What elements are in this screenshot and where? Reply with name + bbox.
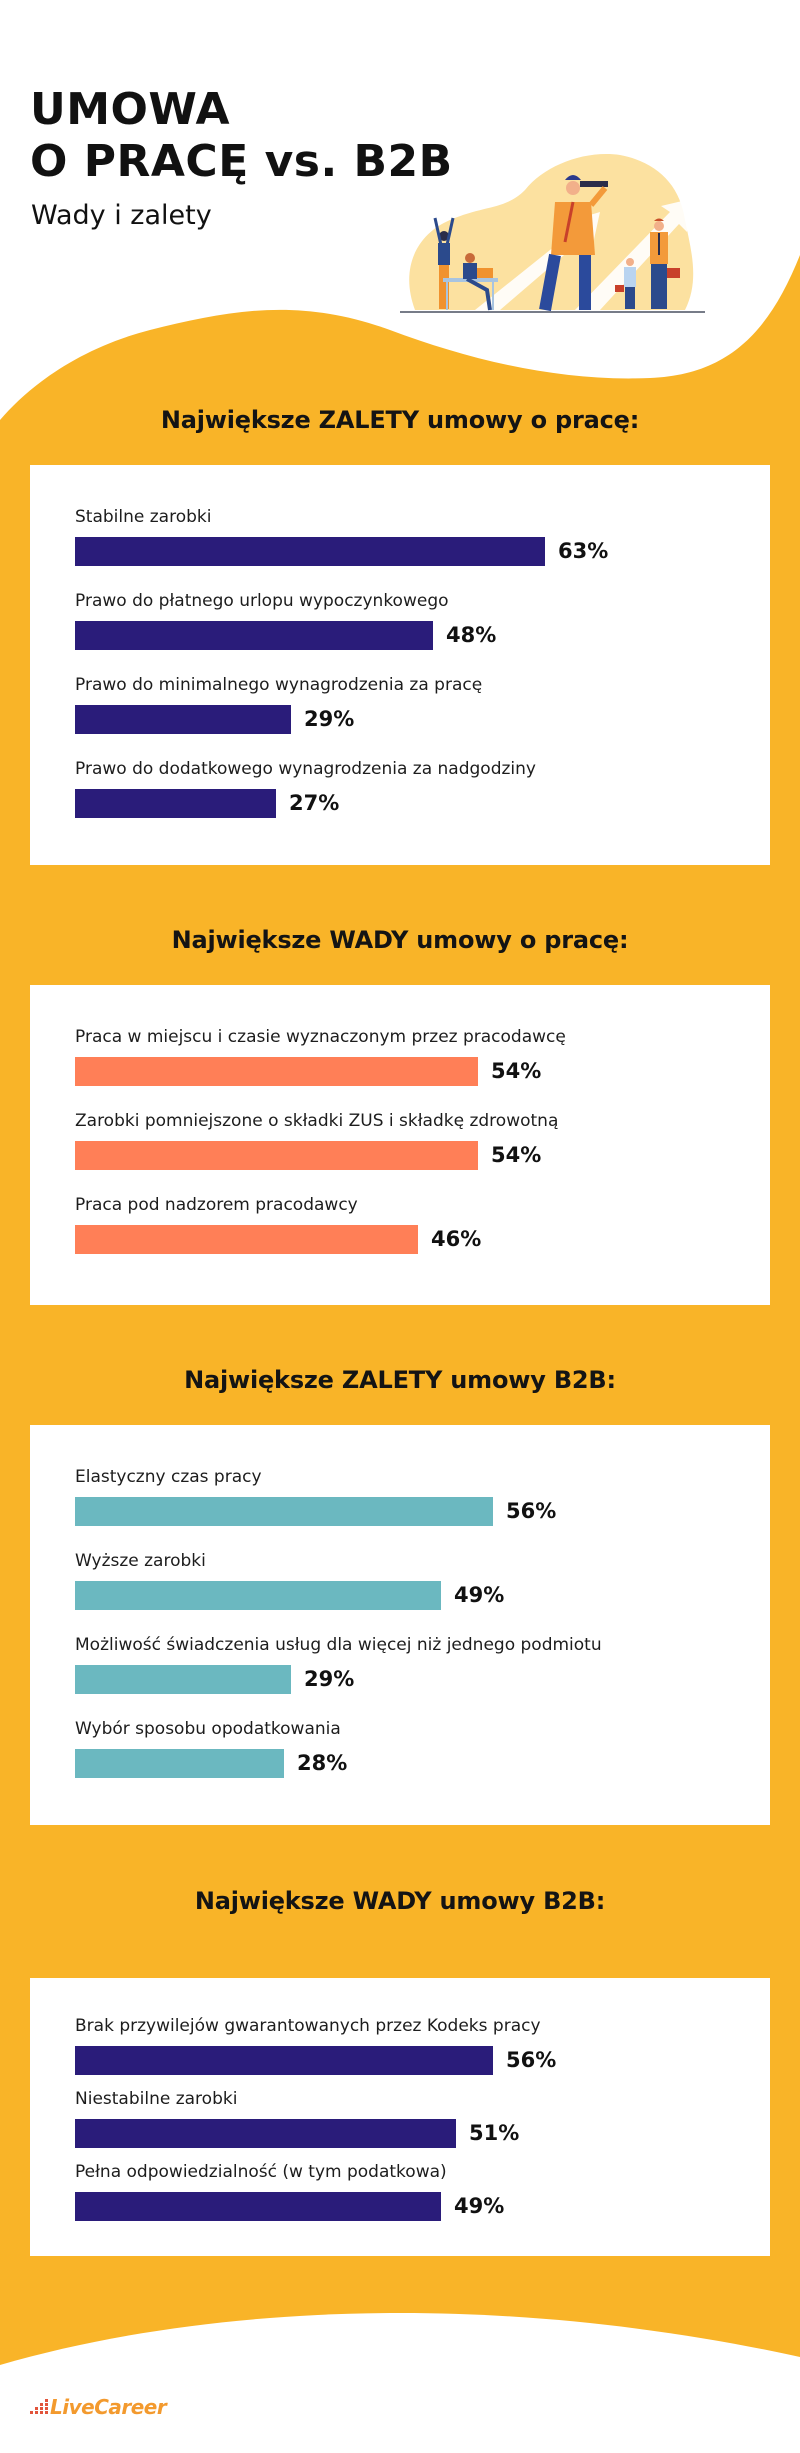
man-with-briefcase-figure [650, 218, 680, 309]
bar [75, 621, 433, 650]
bar-value: 29% [304, 1667, 355, 1691]
bar-value: 56% [506, 2048, 557, 2072]
bar-value: 49% [454, 2194, 505, 2218]
chart-card-uop-disadvantages: Praca w miejscu i czasie wyznaczonym prz… [30, 985, 770, 1305]
bar-value: 63% [558, 539, 609, 563]
bar [75, 2119, 456, 2148]
bar-row: Praca w miejscu i czasie wyznaczonym prz… [75, 1027, 755, 1097]
team-telescope-illustration [400, 154, 705, 313]
bar-label: Prawo do płatnego urlopu wypoczynkowego [75, 591, 449, 611]
bar-label: Wyższe zarobki [75, 1551, 206, 1571]
bar-label: Brak przywilejów gwarantowanych przez Ko… [75, 2016, 541, 2036]
bar-row: Wyższe zarobki 49% [75, 1551, 755, 1621]
livecareer-logo: LiveCareer [30, 2395, 167, 2419]
section-heading-b2b-disadvantages: Największe WADY umowy B2B: [194, 1887, 606, 1915]
bar-row: Prawo do dodatkowego wynagrodzenia za na… [75, 759, 755, 829]
title-line-2: O PRACĘ vs. B2B [30, 136, 453, 187]
bar [75, 1141, 478, 1170]
title-line-1: UMOWA [30, 84, 231, 135]
woman-at-desk-figure [443, 253, 498, 311]
bar-label: Stabilne zarobki [75, 507, 212, 527]
bar [75, 537, 545, 566]
section-heading-uop-advantages: Największe ZALETY umowy o pracę: [160, 406, 640, 434]
bar [75, 1057, 478, 1086]
bar-row: Możliwość świadczenia usług dla więcej n… [75, 1635, 755, 1705]
bar-label: Możliwość świadczenia usług dla więcej n… [75, 1635, 602, 1655]
bar [75, 2192, 441, 2221]
bar [75, 2046, 493, 2075]
bar-row: Wybór sposobu opodatkowania 28% [75, 1719, 755, 1789]
bar-row: Niestabilne zarobki 51% [75, 2089, 755, 2159]
section-heading-uop-disadvantages: Największe WADY umowy o pracę: [171, 926, 629, 954]
bar [75, 1497, 493, 1526]
logo-text: LiveCareer [50, 2395, 167, 2419]
bar-value: 54% [491, 1059, 542, 1083]
bar-row: Brak przywilejów gwarantowanych przez Ko… [75, 2016, 755, 2086]
bar [75, 1749, 284, 1778]
bar-row: Prawo do minimalnego wynagrodzenia za pr… [75, 675, 755, 745]
bar-label: Elastyczny czas pracy [75, 1467, 262, 1487]
bar-value: 49% [454, 1583, 505, 1607]
bar-row: Elastyczny czas pracy 56% [75, 1467, 755, 1537]
bar-row: Pełna odpowiedzialność (w tym podatkowa)… [75, 2162, 755, 2232]
page-subtitle: Wady i zalety [31, 200, 212, 231]
bar-value: 27% [289, 791, 340, 815]
bar-label: Prawo do dodatkowego wynagrodzenia za na… [75, 759, 536, 779]
logo-dots-icon [30, 2399, 48, 2415]
bar [75, 705, 291, 734]
bar-label: Niestabilne zarobki [75, 2089, 238, 2109]
bar-label: Prawo do minimalnego wynagrodzenia za pr… [75, 675, 483, 695]
bar-label: Praca w miejscu i czasie wyznaczonym prz… [75, 1027, 566, 1047]
bar-value: 48% [446, 623, 497, 647]
man-with-telescope-figure [539, 175, 608, 312]
bar-row: Zarobki pomniejszone o składki ZUS i skł… [75, 1111, 755, 1181]
small-man-figure [615, 258, 636, 309]
bar-value: 54% [491, 1143, 542, 1167]
bar-row: Praca pod nadzorem pracodawcy 46% [75, 1195, 755, 1265]
bar-value: 29% [304, 707, 355, 731]
bar-row: Stabilne zarobki 63% [75, 507, 755, 577]
chart-card-b2b-disadvantages: Brak przywilejów gwarantowanych przez Ko… [30, 1978, 770, 2256]
bar-row: Prawo do płatnego urlopu wypoczynkowego … [75, 591, 755, 661]
chart-card-b2b-advantages: Elastyczny czas pracy 56% Wyższe zarobki… [30, 1425, 770, 1825]
bar [75, 789, 276, 818]
bar-value: 46% [431, 1227, 482, 1251]
bar-value: 56% [506, 1499, 557, 1523]
bar-value: 28% [297, 1751, 348, 1775]
bar-label: Praca pod nadzorem pracodawcy [75, 1195, 358, 1215]
bar [75, 1581, 441, 1610]
bar-value: 51% [469, 2121, 520, 2145]
bar-label: Pełna odpowiedzialność (w tym podatkowa) [75, 2162, 447, 2182]
chart-card-uop-advantages: Stabilne zarobki 63% Prawo do płatnego u… [30, 465, 770, 865]
woman-cheering-figure [433, 217, 455, 309]
bar-label: Wybór sposobu opodatkowania [75, 1719, 341, 1739]
bar [75, 1225, 418, 1254]
section-heading-b2b-advantages: Największe ZALETY umowy B2B: [184, 1366, 616, 1394]
bar-label: Zarobki pomniejszone o składki ZUS i skł… [75, 1111, 559, 1131]
page-title: UMOWA O PRACĘ vs. B2B [30, 84, 453, 188]
bar [75, 1665, 291, 1694]
